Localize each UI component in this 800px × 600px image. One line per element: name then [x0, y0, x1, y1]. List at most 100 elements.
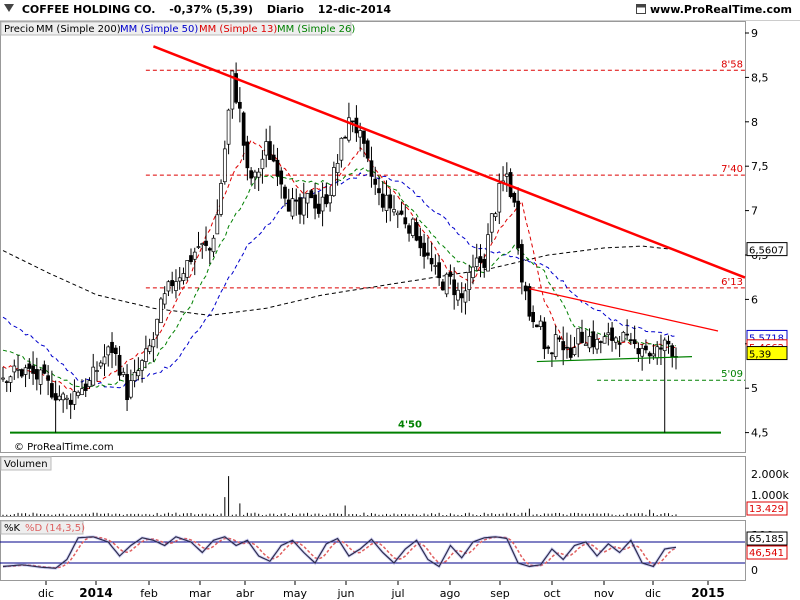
candle-body	[452, 279, 457, 296]
candle-body	[670, 345, 675, 358]
period: Diario	[266, 3, 304, 16]
candle-body	[527, 286, 532, 317]
candle-body	[418, 236, 423, 249]
date-label: feb	[140, 587, 158, 600]
horizontal-levels: 8'58 7'40 6'13 5'09 4'50	[10, 59, 745, 434]
candle-body	[50, 383, 54, 398]
candle-body	[580, 331, 584, 343]
price-panel-frame	[0, 21, 746, 453]
legend-mm50: MM (Simple 50)	[120, 24, 198, 35]
candle-body	[407, 225, 411, 234]
stoch-d-value: 46,541	[749, 548, 784, 559]
candle-body	[662, 339, 667, 352]
candle-body	[591, 331, 596, 348]
candle-body	[629, 339, 633, 341]
candle-body	[181, 273, 186, 281]
candle-body	[399, 210, 404, 215]
legend-precio: Precio	[4, 24, 34, 35]
date-label: mar	[189, 587, 211, 600]
candle-body	[12, 365, 17, 373]
candle-body	[606, 332, 611, 336]
candle-body	[610, 327, 614, 341]
candle-body	[76, 391, 81, 396]
candle-body	[561, 341, 566, 351]
candle-body	[298, 197, 302, 215]
candle-body	[613, 337, 618, 343]
stoch-fill-band	[2, 535, 677, 570]
candle-body	[159, 298, 163, 324]
header-info: COFFEE HOLDING CO. -0,37% (5,39) Diario …	[4, 3, 391, 16]
candle-body	[192, 251, 197, 260]
candle-body	[162, 293, 167, 305]
menu-triangle-icon[interactable]	[4, 4, 14, 14]
candle-body	[211, 237, 216, 253]
price-tick-label: 6	[751, 293, 758, 306]
candle-body	[189, 255, 193, 263]
volume-marker-box	[746, 501, 788, 516]
chart-date: 12-dic-2014	[317, 3, 391, 16]
candle-body	[249, 170, 253, 179]
candle-body	[102, 356, 107, 365]
window-icon[interactable]	[635, 4, 646, 14]
candle-body	[659, 347, 663, 350]
date-label: dic	[38, 587, 54, 600]
candle-body	[568, 347, 573, 358]
candle-body	[557, 337, 562, 340]
candle-body	[380, 193, 385, 208]
candle-body	[234, 73, 238, 103]
candle-body	[61, 393, 66, 401]
trendline-resistance	[152, 45, 746, 279]
candle-body	[125, 374, 129, 401]
candle-body	[230, 70, 235, 110]
candle-body	[53, 393, 58, 401]
candle-body	[516, 200, 520, 249]
candle-body	[72, 391, 77, 405]
candle-body	[335, 163, 340, 174]
candle-body	[204, 240, 208, 246]
candle-body	[519, 244, 524, 283]
candle-body	[31, 365, 35, 374]
candle-body	[294, 199, 299, 202]
candle-body	[666, 340, 671, 345]
candle-body	[422, 242, 426, 257]
candle-body	[392, 209, 396, 213]
candle-body	[350, 120, 355, 123]
candle-body	[655, 346, 660, 359]
candle-body	[474, 257, 479, 267]
candle-body	[373, 178, 378, 185]
candle-body	[68, 399, 73, 405]
stoch-title-d: %D (14,3,5)	[25, 523, 85, 534]
price-marker-label: 5,39	[749, 350, 771, 361]
price-axis: 98,587,576,565,554,56,56075,57185,46625,…	[745, 27, 788, 440]
price-tick-label: 8,5	[751, 71, 769, 84]
candle-body	[23, 367, 28, 375]
volume-panel-frame	[0, 456, 746, 517]
candle-body	[106, 346, 111, 356]
candle-body	[80, 388, 84, 396]
candle-body	[316, 203, 321, 214]
candle-body	[170, 280, 175, 287]
candle-body	[583, 343, 588, 346]
candle-body	[459, 293, 464, 299]
stoch-legend-box	[0, 520, 84, 535]
candle-body	[27, 363, 32, 369]
candle-body	[395, 212, 400, 216]
candle-body	[602, 336, 607, 344]
candle-body	[377, 188, 381, 194]
candle-body	[426, 252, 430, 256]
candle-body	[444, 273, 449, 295]
candle-body	[245, 141, 250, 169]
symbol-name: COFFEE HOLDING CO.	[21, 3, 156, 16]
candle-body	[283, 186, 287, 199]
candle-body	[388, 194, 393, 209]
candle-body	[95, 370, 99, 372]
price-marker-box	[746, 242, 788, 257]
candle-body	[132, 372, 137, 381]
candle-body	[531, 311, 535, 323]
candle-body	[328, 194, 332, 204]
stoch-k-line	[2, 536, 677, 569]
candle-body	[365, 140, 370, 159]
trend-lines	[152, 45, 746, 363]
candle-body	[42, 364, 47, 374]
candle-body	[110, 341, 114, 353]
